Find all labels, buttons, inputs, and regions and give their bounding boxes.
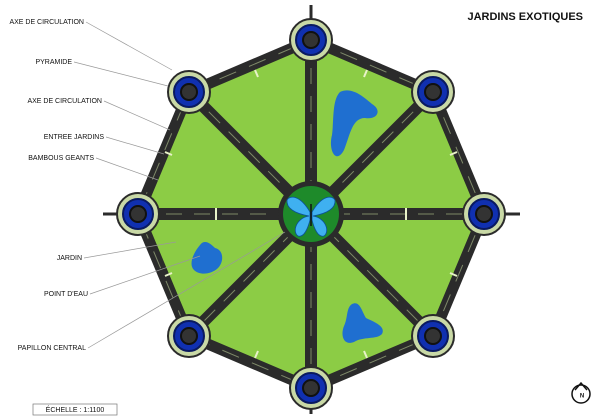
label: PAPILLON CENTRAL <box>18 345 86 352</box>
north-label: N <box>580 394 584 400</box>
label: POINT D'EAU <box>44 291 88 298</box>
scale: ÉCHELLE : 1:1100 <box>46 405 105 414</box>
pyramid <box>475 205 493 223</box>
label: BAMBOUS GEANTS <box>28 155 94 162</box>
title: JARDINS EXOTIQUES <box>467 11 583 23</box>
label: AXE DE CIRCULATION <box>9 19 84 26</box>
pyramid <box>424 327 442 345</box>
pyramid <box>302 379 320 397</box>
pyramid <box>424 83 442 101</box>
pyramid <box>180 83 198 101</box>
label: PYRAMIDE <box>35 59 72 66</box>
north-arrow <box>571 381 591 404</box>
ponds <box>191 90 383 343</box>
label: JARDIN <box>57 255 82 262</box>
leader-lines <box>73 21 286 349</box>
entrances <box>164 69 458 359</box>
pyramid <box>180 327 198 345</box>
pyramids <box>116 18 506 410</box>
pyramid <box>302 31 320 49</box>
pyramid <box>129 205 147 223</box>
central-butterfly <box>278 181 344 247</box>
label: ENTREE JARDINS <box>44 134 105 141</box>
scale-box <box>32 403 118 416</box>
label: AXE DE CIRCULATION <box>27 98 102 105</box>
